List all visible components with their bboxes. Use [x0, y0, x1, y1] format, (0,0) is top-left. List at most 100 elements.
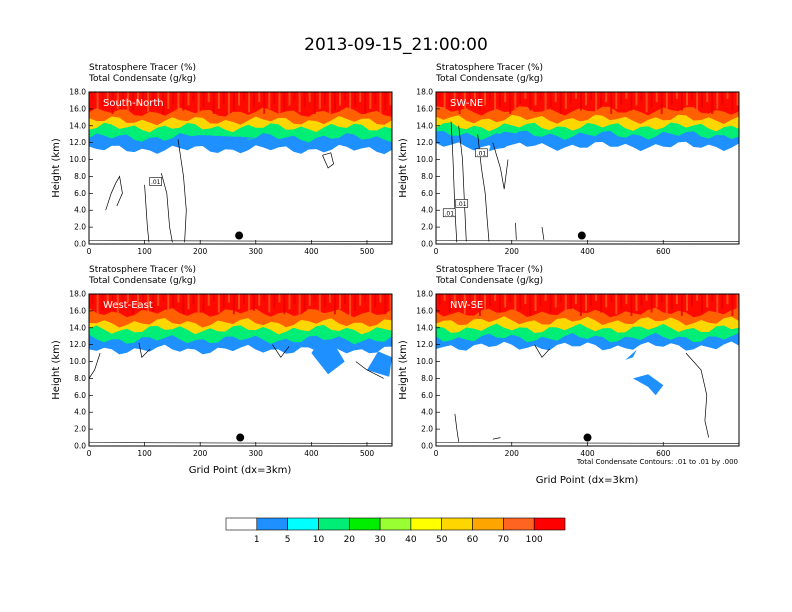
tracer-stripe [106, 294, 109, 306]
x-tick-label: 600 [656, 449, 671, 458]
plot-area: .01 [89, 92, 392, 244]
tracer-stripe [364, 92, 367, 114]
condensate-contour [685, 352, 710, 438]
tracer-stripe [605, 294, 608, 308]
x-tick-label: 0 [87, 247, 92, 256]
y-tick-label: 8.0 [74, 374, 86, 383]
tracer-stripe [680, 92, 683, 111]
tracer-stripe [111, 92, 114, 114]
tracer-stripe [273, 92, 276, 104]
tracer-stripe [448, 294, 451, 313]
tracer-stripe [152, 294, 155, 311]
tracer-stripe [192, 294, 195, 305]
tracer-stripe [726, 92, 729, 99]
location-dot [583, 433, 592, 442]
tracer-stripe [499, 294, 502, 313]
y-tick-label: 14.0 [69, 121, 86, 130]
tracer-stripe [268, 92, 271, 109]
condensate-contour [534, 344, 550, 358]
tracer-stripe [167, 92, 170, 109]
tracer-stripe [232, 92, 235, 111]
tracer-stripe [544, 294, 547, 301]
tracer-stripe [706, 294, 709, 308]
condensate-contour [450, 121, 458, 243]
tracer-stripe [600, 92, 603, 108]
tracer-stripe [369, 294, 372, 313]
tracer-stripe [182, 92, 185, 111]
tracer-band-1 [436, 92, 739, 116]
tracer-stripe [595, 294, 598, 301]
y-tick-label: 4.0 [74, 206, 86, 215]
condensate-contour [492, 437, 501, 440]
tracer-stripe [438, 294, 441, 306]
tracer-stripe [665, 294, 668, 315]
tracer-stripe [625, 92, 628, 99]
tracer-stripe [288, 294, 291, 310]
tracer-stripe [473, 294, 476, 305]
condensate-contour [515, 222, 517, 240]
condensate-contour [458, 125, 467, 242]
tracer-stripe [374, 92, 377, 104]
tracer-stripe [227, 294, 230, 303]
tracer-stripe [121, 294, 124, 308]
location-dot [577, 231, 586, 240]
x-axis-label-left: Grid Point (dx=3km) [189, 465, 292, 476]
tracer-stripe [640, 92, 643, 101]
tracer-stripe [691, 294, 693, 306]
panel-west-east: Stratosphere Tracer (%)Total Condensate … [51, 265, 393, 458]
tracer-stripe [494, 294, 497, 301]
subtitle-tracer: Stratosphere Tracer (%) [89, 265, 196, 275]
tracer-stripe [489, 294, 491, 306]
tracer-stripe [438, 92, 441, 101]
tracer-stripe [478, 92, 481, 111]
tracer-stripe [389, 92, 392, 106]
tracer-stripe [248, 92, 251, 113]
tracer-stripe [554, 294, 557, 308]
tracer-stripe [524, 294, 527, 305]
x-tick-label: 300 [249, 449, 264, 458]
condensate-contour [138, 342, 151, 359]
tracer-stripe [453, 294, 456, 308]
condensate-contour [454, 413, 460, 442]
tracer-stripe [101, 92, 104, 108]
tracer-stripe [463, 92, 466, 109]
tracer-stripe [559, 92, 562, 114]
tracer-stripe [675, 92, 678, 99]
tracer-stripe [630, 294, 633, 316]
tracer-stripe [131, 294, 134, 315]
tracer-stripe [313, 92, 316, 114]
tracer-stripe [207, 294, 210, 306]
tracer-stripe [283, 92, 286, 111]
tracer-stripe [448, 92, 451, 108]
tracer-stripe [172, 294, 175, 308]
y-tick-label: 2.0 [421, 425, 433, 434]
tracer-stripe [278, 294, 281, 303]
tracer-stripe [514, 294, 517, 315]
tracer-stripe [217, 294, 220, 313]
y-tick-label: 6.0 [74, 391, 86, 400]
tracer-stripe [222, 294, 225, 308]
contour-note: Total Condensate Contours: .01 to .01 by… [576, 458, 738, 466]
tracer-stripe [354, 294, 357, 311]
tracer-stripe [364, 294, 367, 301]
colorbar-swatch [348, 517, 381, 531]
tracer-stripe [126, 294, 129, 303]
tracer-stripe [711, 92, 714, 114]
colorbar-label: 40 [405, 535, 417, 545]
x-tick-label: 400 [304, 449, 319, 458]
tracer-stripe [293, 294, 296, 305]
tracer-stripe [238, 92, 240, 106]
y-tick-label: 14.0 [416, 323, 433, 332]
x-tick-label: 600 [656, 247, 671, 256]
tracer-stripe [172, 92, 175, 104]
tracer-band-1 [436, 294, 739, 318]
colorbar-label: 30 [374, 535, 386, 545]
tracer-stripe [564, 294, 567, 315]
y-tick-label: 4.0 [421, 408, 433, 417]
plot-area [436, 294, 739, 446]
y-tick-label: 8.0 [74, 172, 86, 181]
cross-section-label: NW-SE [450, 300, 483, 311]
tracer-stripe [585, 92, 587, 106]
tracer-stripe [670, 294, 673, 310]
tracer-stripe [248, 294, 251, 316]
